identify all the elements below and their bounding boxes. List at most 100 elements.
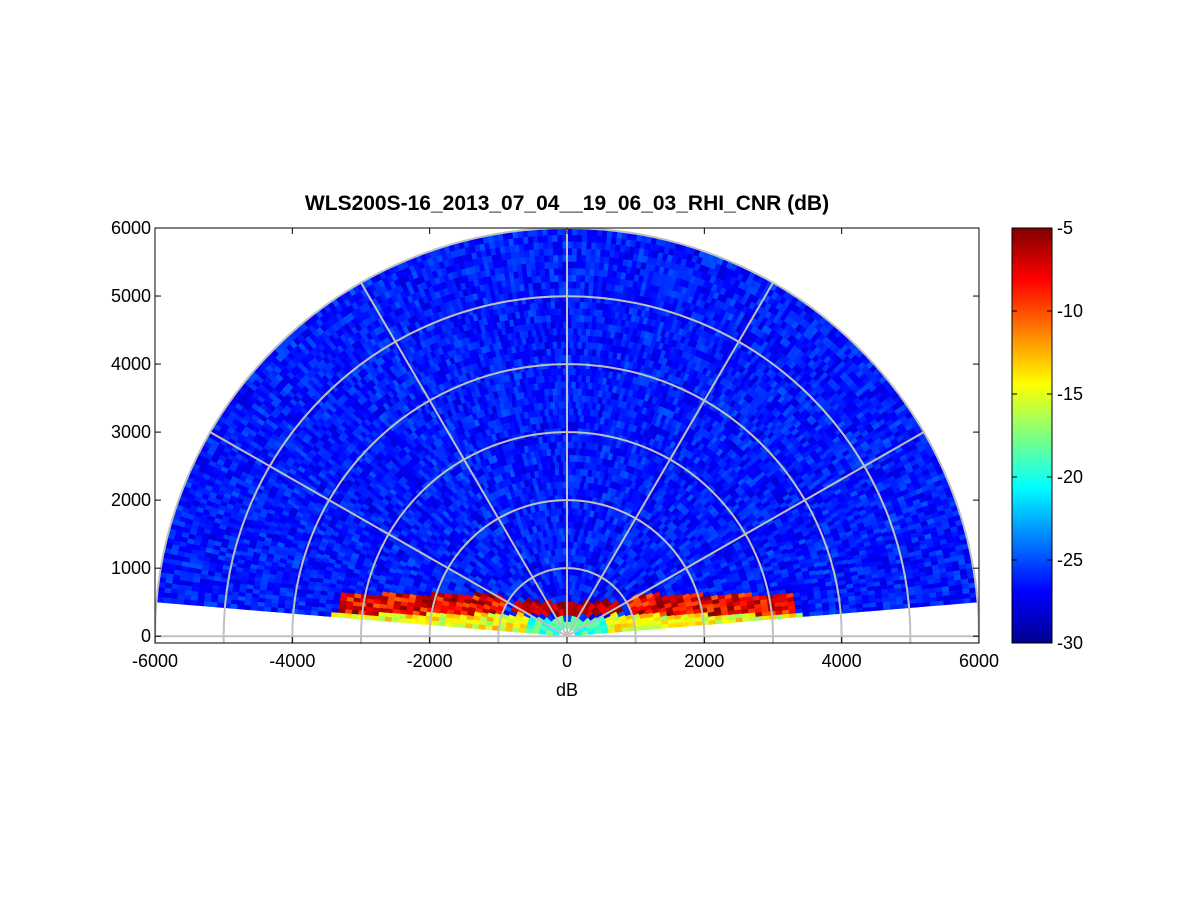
- cnr-cell: [464, 623, 473, 629]
- cnr-cell: [578, 381, 585, 389]
- cnr-cell: [551, 341, 558, 349]
- cnr-cell: [330, 612, 339, 618]
- cnr-cell: [568, 421, 574, 429]
- cnr-cell: [580, 421, 587, 430]
- cnr-cell: [572, 474, 578, 483]
- cnr-cell: [568, 394, 574, 402]
- cnr-cell: [549, 354, 556, 363]
- cnr-cell: [397, 617, 406, 624]
- cnr-cell: [572, 441, 578, 449]
- cnr-cell: [558, 434, 564, 442]
- cnr-cell: [560, 507, 566, 516]
- cnr-cell: [572, 374, 578, 382]
- cnr-cell: [554, 381, 560, 389]
- cnr-cell: [323, 611, 332, 617]
- cnr-cell: [504, 626, 513, 632]
- cnr-cell: [568, 374, 574, 382]
- cnr-cell: [570, 401, 576, 409]
- cnr-cell: [576, 454, 583, 463]
- cnr-cell: [551, 421, 558, 429]
- cnr-cell: [568, 521, 574, 529]
- cnr-cell: [578, 401, 585, 409]
- cnr-cell: [556, 454, 562, 462]
- cnr-cell: [568, 387, 574, 396]
- cnr-cell: [410, 618, 419, 625]
- cnr-cell: [568, 441, 574, 449]
- cnr-cell: [570, 467, 576, 476]
- cnr-cell: [417, 619, 426, 625]
- cnr-cell: [578, 354, 585, 363]
- cnr-cell: [568, 340, 574, 349]
- cnr-cell: [263, 606, 272, 612]
- cnr-cell: [568, 454, 574, 462]
- cnr-cell: [570, 434, 576, 442]
- cnr-cell: [560, 340, 566, 349]
- cnr-cell: [576, 374, 583, 383]
- cnr-cell: [570, 501, 576, 509]
- cnr-cell: [551, 374, 558, 383]
- cnr-cell: [574, 367, 580, 376]
- cnr-cell: [570, 461, 576, 469]
- cnr-cell: [583, 348, 589, 356]
- cnr-cell: [576, 407, 583, 416]
- cnr-cell: [568, 541, 574, 549]
- cnr-cell: [578, 414, 585, 423]
- cnr-cell: [363, 614, 372, 621]
- cnr-cell: [572, 394, 578, 402]
- chart-title: WLS200S-16_2013_07_04__19_06_03_RHI_CNR …: [305, 192, 829, 215]
- cnr-cell: [574, 481, 581, 489]
- cnr-cell: [574, 501, 580, 509]
- cnr-cell: [317, 610, 325, 617]
- cnr-cell: [574, 401, 580, 409]
- cnr-cell: [574, 334, 580, 342]
- cnr-cell: [578, 448, 585, 456]
- cnr-cell: [558, 367, 564, 376]
- cnr-cell: [558, 381, 564, 389]
- cnr-cell: [556, 407, 562, 416]
- cnr-cell: [572, 407, 578, 416]
- cnr-cell: [568, 474, 574, 482]
- cnr-cell: [570, 514, 576, 522]
- cnr-cell: [574, 461, 581, 469]
- cnr-cell: [276, 607, 285, 613]
- cnr-cell: [554, 347, 560, 356]
- cnr-cell: [560, 441, 566, 449]
- cnr-cell: [556, 374, 562, 382]
- cnr-cell: [580, 394, 587, 403]
- cnr-cell: [572, 534, 579, 543]
- cnr-cell: [554, 434, 560, 443]
- cnr-cell: [558, 447, 564, 456]
- cnr-cell: [570, 414, 576, 422]
- cnr-cell: [554, 334, 560, 342]
- cnr-cell: [558, 334, 564, 342]
- cnr-cell: [551, 407, 558, 416]
- cnr-cell: [343, 613, 352, 619]
- cnr-cell: [560, 487, 566, 496]
- cnr-cell: [558, 501, 564, 509]
- cnr-cell: [580, 388, 587, 396]
- cnr-cell: [570, 447, 576, 456]
- cnr-cell: [583, 381, 589, 390]
- cnr-cell: [554, 367, 560, 376]
- cnr-cell: [578, 434, 585, 443]
- cnr-cell: [560, 421, 566, 429]
- cnr-cell: [570, 367, 576, 376]
- cnr-cell: [568, 507, 574, 516]
- cnr-cell: [576, 421, 583, 429]
- cnr-cell: [554, 401, 560, 409]
- cnr-cell: [556, 341, 562, 349]
- cnr-cell: [556, 474, 562, 483]
- cnr-cell: [558, 481, 564, 489]
- cnr-cell: [576, 394, 583, 403]
- cnr-cell: [549, 381, 556, 389]
- cnr-cell: [560, 394, 566, 402]
- cnr-cell: [580, 341, 587, 349]
- cnr-cell: [578, 347, 585, 356]
- cnr-cell: [560, 407, 566, 416]
- cnr-cell: [570, 527, 576, 536]
- cnr-cell: [370, 615, 379, 621]
- cnr-cell: [384, 616, 392, 622]
- cnr-cell: [431, 620, 439, 626]
- cnr-cell: [578, 334, 585, 343]
